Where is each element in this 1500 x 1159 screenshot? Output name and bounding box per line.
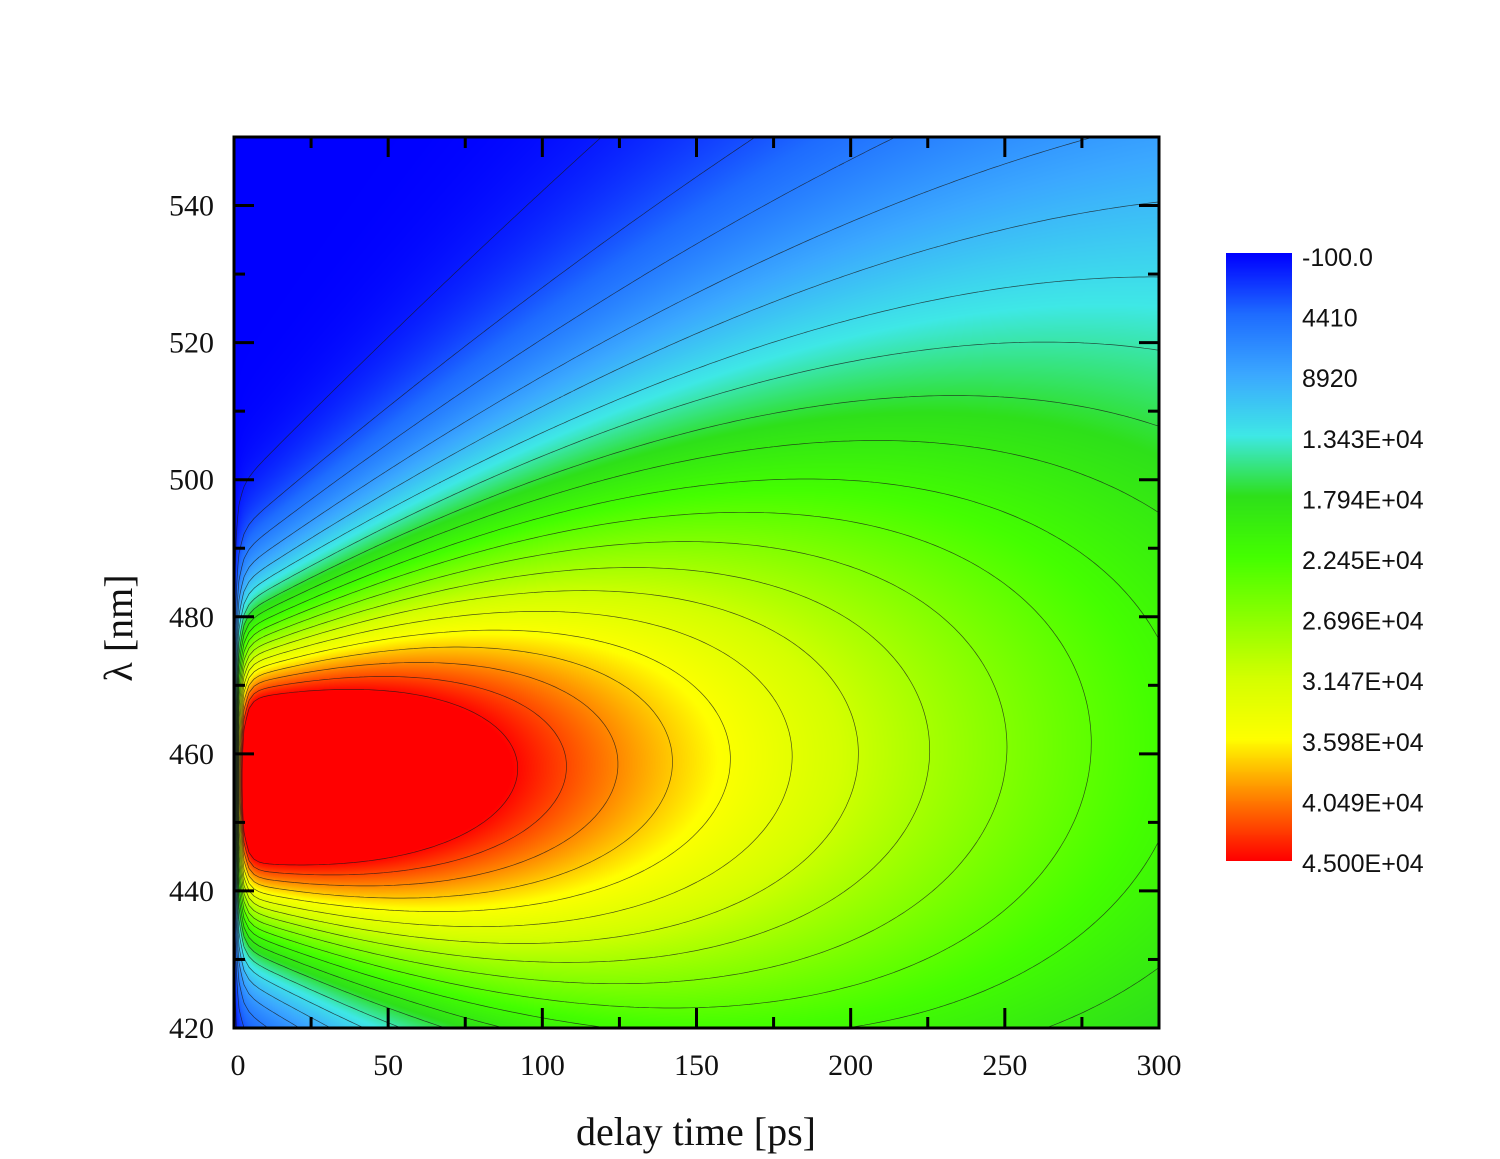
contour-line-16 (238, 629, 731, 912)
colorbar-gradient (1226, 253, 1292, 861)
colorbar-labels: -100.0 4410 8920 1.343E+04 1.794E+04 2.245E+0… (1302, 244, 1424, 878)
y-tick-label: 480 (169, 601, 214, 634)
y-tick-label: 460 (169, 738, 214, 771)
colorbar-label: 2.245E+04 (1302, 547, 1424, 575)
x-tick-label: 0 (231, 1049, 246, 1082)
contour-line-17 (239, 646, 673, 899)
x-tick-label: 250 (982, 1049, 1027, 1082)
contour-line-19 (240, 676, 567, 876)
colorbar-label: -100.0 (1302, 244, 1373, 272)
y-tick-label: 440 (169, 875, 214, 908)
colorbar-label: 3.598E+04 (1302, 729, 1424, 757)
colorbar-label: 1.343E+04 (1302, 426, 1424, 454)
y-tick-labels: 420 440 460 480 500 520 540 (169, 190, 214, 1045)
colorbar-label: 4.049E+04 (1302, 789, 1424, 817)
contour-line-15 (238, 611, 793, 928)
contour-line-13 (237, 567, 931, 963)
contour-line-12 (237, 541, 1008, 985)
x-tick-labels: 0 50 100 150 200 250 300 (231, 1049, 1182, 1082)
colorbar-label: 4410 (1302, 305, 1358, 333)
y-tick-label: 420 (169, 1012, 214, 1045)
x-tick-label: 100 (520, 1049, 565, 1082)
colorbar-label: 1.794E+04 (1302, 486, 1424, 514)
contour-line-18 (240, 662, 619, 887)
heatmap-surface (234, 137, 1159, 1028)
axis-ticks (232, 135, 1161, 1030)
contour-line-10 (236, 478, 1159, 1028)
x-tick-label: 50 (373, 1049, 403, 1082)
colorbar-label: 4.500E+04 (1302, 850, 1424, 878)
y-tick-label: 540 (169, 190, 214, 223)
x-tick-label: 300 (1137, 1049, 1182, 1082)
colorbar-label: 2.696E+04 (1302, 608, 1424, 636)
x-axis-label: delay time [ps] (576, 1109, 816, 1154)
x-tick-label: 200 (828, 1049, 873, 1082)
plot-area (232, 135, 1161, 1030)
y-axis-label: λ [nm] (96, 574, 141, 681)
y-tick-label: 500 (169, 464, 214, 497)
colorbar-label: 3.147E+04 (1302, 668, 1424, 696)
colorbar-label: 8920 (1302, 365, 1358, 393)
contour-lines (234, 137, 1159, 1028)
colorbar: -100.0 4410 8920 1.343E+04 1.794E+04 2.245E+0… (1226, 244, 1424, 878)
y-tick-label: 520 (169, 327, 214, 360)
x-tick-label: 150 (674, 1049, 719, 1082)
